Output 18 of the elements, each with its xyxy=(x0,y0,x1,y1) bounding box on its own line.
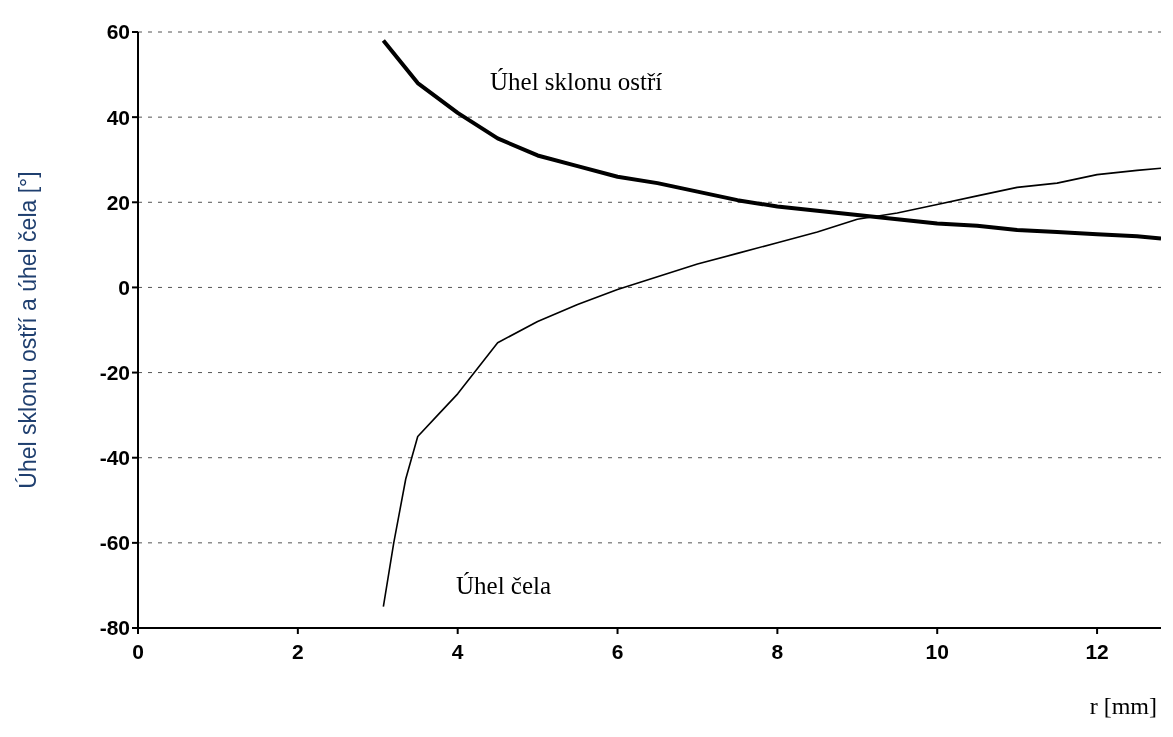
x-tick-label: 10 xyxy=(925,639,949,663)
y-tick-label: 40 xyxy=(106,105,130,129)
annotation: Úhel sklonu ostří xyxy=(490,68,663,96)
y-tick-label: 0 xyxy=(118,275,130,299)
x-tick-label: 12 xyxy=(1085,639,1109,663)
y-tick-label: -60 xyxy=(99,531,130,555)
x-tick-label: 8 xyxy=(771,639,784,663)
x-tick-label: 2 xyxy=(292,639,304,663)
x-tick-label: 4 xyxy=(451,639,464,663)
x-tick-label: 6 xyxy=(611,639,624,663)
x-axis-title: r [mm] xyxy=(1089,693,1157,719)
y-tick-label: 60 xyxy=(106,20,130,44)
y-tick-label: -80 xyxy=(99,616,130,640)
annotation: Úhel čela xyxy=(456,572,552,600)
y-tick-label: 20 xyxy=(106,190,130,214)
y-tick-label: -20 xyxy=(99,361,130,385)
y-axis-title: Úhel sklonu ostří a úhel čela [°] xyxy=(15,171,42,489)
y-tick-label: -40 xyxy=(99,446,130,470)
